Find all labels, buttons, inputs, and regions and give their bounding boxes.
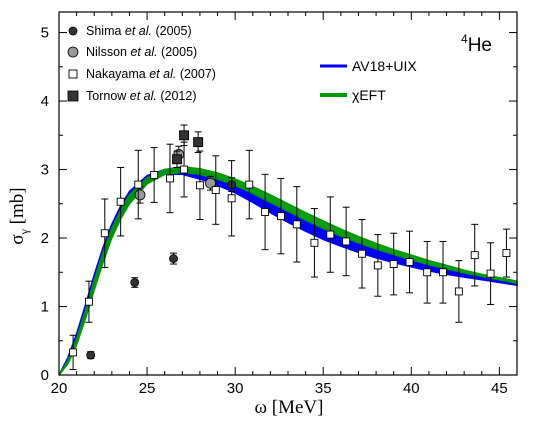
y-axis-sub: γ xyxy=(17,228,31,235)
data-point xyxy=(245,180,254,189)
legend-tornow-pre: Tornow xyxy=(86,89,130,103)
data-point xyxy=(195,181,204,190)
series-shima-et-al-2005 xyxy=(86,177,237,360)
data-point xyxy=(130,278,140,287)
panel-label: 4He xyxy=(461,32,492,56)
x-tick-label: 40 xyxy=(403,380,420,397)
y-tick-label: 1 xyxy=(41,299,49,316)
legend-shima-em: et al. xyxy=(125,24,152,38)
legend-marker-tornow xyxy=(67,90,79,102)
data-point xyxy=(310,238,319,247)
data-point xyxy=(134,189,146,201)
legend-nilsson-post: (2005) xyxy=(158,45,198,59)
legend-nilsson-em: et al. xyxy=(130,45,157,59)
legend-shima-post: (2005) xyxy=(152,24,192,38)
x-axis-title: ω [MeV] xyxy=(255,397,324,418)
data-point xyxy=(486,269,495,278)
data-point xyxy=(405,258,414,266)
data-point xyxy=(150,171,159,179)
data-point xyxy=(179,130,190,141)
x-axis-unit: [MeV] xyxy=(272,397,324,418)
legend-item-shima: Shima et al. (2005) xyxy=(68,24,192,38)
data-point xyxy=(172,154,182,165)
data-point xyxy=(454,287,463,296)
legend-nakayama-post: (2007) xyxy=(176,67,216,81)
legend-marker-nilsson xyxy=(67,46,79,58)
svg-text:Nakayama et al. (2007): Nakayama et al. (2007) xyxy=(86,67,216,81)
data-point xyxy=(261,208,270,216)
legend-label-chieft: χEFT xyxy=(352,87,386,103)
legend-tornow-em: et al. xyxy=(130,89,157,103)
data-point xyxy=(100,229,109,238)
svg-text:Shima et al. (2005): Shima et al. (2005) xyxy=(86,24,192,38)
data-point xyxy=(502,249,511,258)
legend-marker-nakayama xyxy=(68,69,78,79)
data-point xyxy=(116,197,125,206)
series-tornow-et-al-2012 xyxy=(172,124,204,168)
y-tick-label: 2 xyxy=(41,230,49,247)
data-point xyxy=(227,194,236,203)
legend-item-nilsson: Nilsson et al. (2005) xyxy=(67,45,197,59)
data-point xyxy=(342,237,351,246)
y-tick-label: 0 xyxy=(41,367,49,384)
data-point xyxy=(373,261,382,270)
legend-marker-shima xyxy=(68,26,78,36)
data-point xyxy=(470,251,479,260)
data-point xyxy=(439,268,447,277)
svg-text:Tornow et al. (2012): Tornow et al. (2012) xyxy=(86,89,197,103)
legend-shima-pre: Shima xyxy=(86,24,125,38)
x-axis-symbol: ω xyxy=(255,397,268,418)
data-point xyxy=(389,260,398,268)
data-points xyxy=(69,124,511,371)
data-point xyxy=(180,165,189,174)
data-point xyxy=(134,180,143,189)
data-point xyxy=(292,220,301,229)
legend-markers: Shima et al. (2005) Nilsson et al. (2005… xyxy=(67,24,216,103)
data-point xyxy=(277,212,285,221)
y-tick-label: 3 xyxy=(41,162,49,179)
y-tick-label: 5 xyxy=(41,25,49,42)
data-point xyxy=(193,137,204,148)
data-point xyxy=(169,254,178,263)
legend-lines: AV18+UIX χEFT xyxy=(320,58,417,103)
legend-nakayama-em: et al. xyxy=(149,67,176,81)
data-point xyxy=(211,186,220,195)
x-tick-label: 45 xyxy=(491,380,508,397)
svg-text:Nilsson et al. (2005): Nilsson et al. (2005) xyxy=(86,45,197,59)
legend-tornow-post: (2012) xyxy=(157,89,197,103)
legend-item-nakayama: Nakayama et al. (2007) xyxy=(68,67,216,81)
legend-item-tornow: Tornow et al. (2012) xyxy=(67,89,197,103)
legend-label-av18: AV18+UIX xyxy=(352,58,417,74)
y-axis-title: σγ [mb] xyxy=(7,187,31,244)
data-point xyxy=(69,348,78,357)
theory-bands xyxy=(58,166,518,376)
y-axis-symbol: σ xyxy=(7,234,28,244)
y-tick-label: 4 xyxy=(41,93,49,110)
data-point xyxy=(326,230,335,239)
data-point xyxy=(358,249,366,258)
x-tick-label: 20 xyxy=(51,380,68,397)
x-tick-label: 25 xyxy=(139,380,156,397)
legend-nilsson-pre: Nilsson xyxy=(86,45,130,59)
data-point xyxy=(166,174,174,183)
data-point xyxy=(423,268,432,277)
x-tick-label: 30 xyxy=(227,380,244,397)
y-axis-unit: [mb] xyxy=(7,187,28,224)
x-tick-label: 35 xyxy=(315,380,332,397)
panel-label-sup: 4 xyxy=(461,32,468,46)
panel-label-text: He xyxy=(468,35,492,56)
series-nakayama-et-al-2007 xyxy=(69,141,511,371)
data-point xyxy=(86,350,96,360)
legend-nakayama-pre: Nakayama xyxy=(86,67,149,81)
data-point xyxy=(84,297,93,306)
